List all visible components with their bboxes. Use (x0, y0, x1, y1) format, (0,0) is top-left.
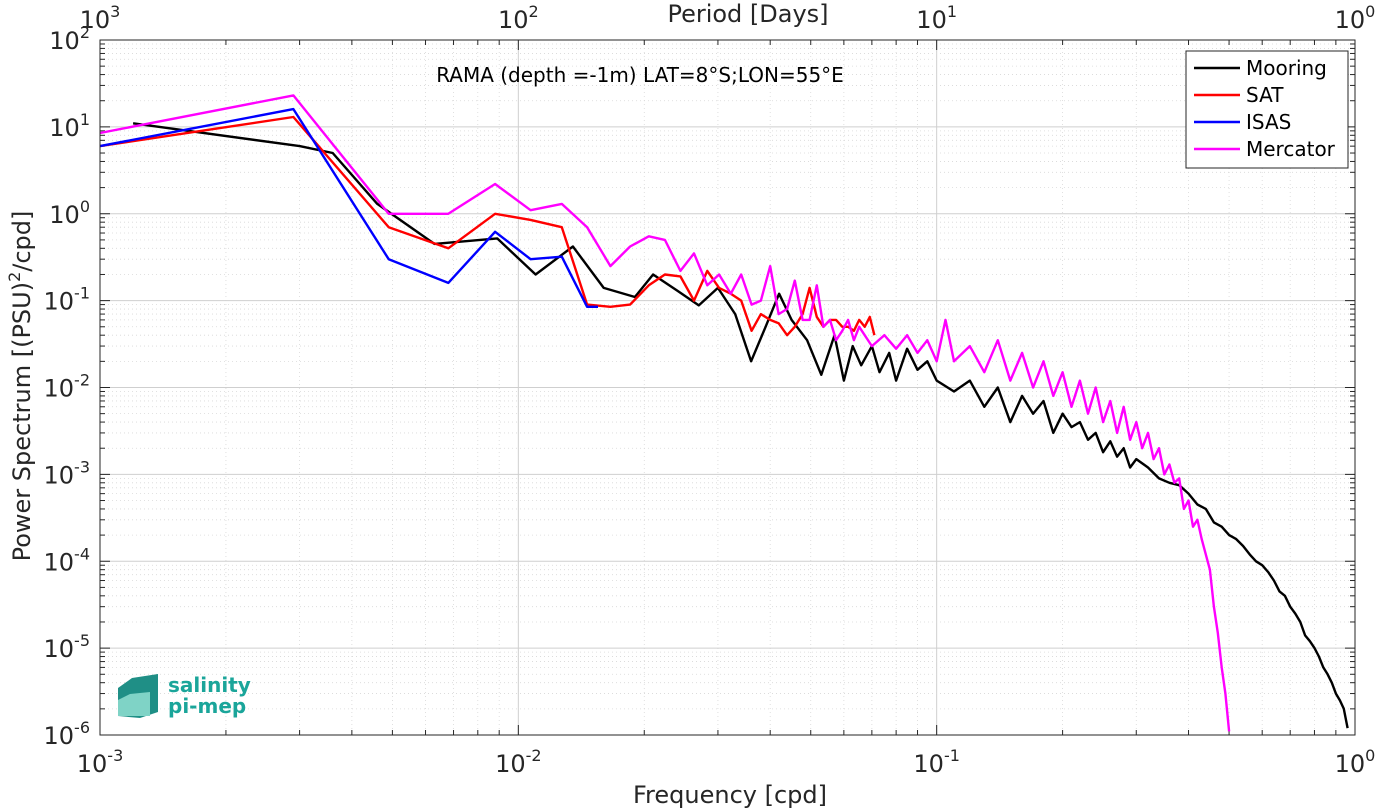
plot-frame (99, 39, 1356, 736)
x-tick-labels: 10-3 10-2 10-1 100 (77, 746, 1376, 778)
logo-wave-icon-light (118, 692, 150, 716)
series-line-isas (99, 107, 598, 308)
y-tick-label: 102 (49, 23, 90, 55)
y-tick-label: 10-4 (44, 544, 91, 576)
top-tick-label: 100 (1335, 2, 1376, 34)
x-tick-label: 10-2 (495, 746, 542, 778)
y-tick-label: 10-5 (44, 631, 91, 663)
x-tick-label: 100 (1335, 746, 1376, 778)
legend-label-mercator: Mercator (1246, 137, 1336, 161)
top-tick-label: 101 (916, 2, 957, 34)
y-tick-label: 10-1 (44, 284, 91, 316)
y-tick-label: 100 (49, 197, 90, 229)
series-line-mercator (99, 94, 1231, 732)
legend-label-isas: ISAS (1246, 110, 1291, 134)
salinity-pi-mep-logo: salinity pi-mep (118, 673, 251, 718)
x-axis-label: Frequency [cpd] (633, 781, 827, 809)
series-line-mooring (132, 122, 1349, 729)
top-tick-labels: 103 102 101 100 (80, 2, 1376, 34)
y-tick-label: 101 (49, 110, 90, 142)
y-tick-labels: 10-6 10-5 10-4 10-3 10-2 10-1 100 101 102 (44, 23, 91, 750)
x-tick-label: 10-1 (913, 746, 960, 778)
top-tick-label: 102 (498, 2, 539, 34)
top-axis-label: Period [Days] (667, 0, 828, 28)
chart-title: RAMA (depth =-1m) LAT=8°S;LON=55°E (436, 63, 844, 87)
legend-label-sat: SAT (1246, 83, 1284, 107)
logo-line1: salinity (168, 673, 251, 697)
legend-items: Mooring SAT ISAS Mercator (1194, 56, 1336, 161)
series-line-sat (99, 115, 876, 337)
series-lines (99, 94, 1349, 732)
x-tick-label: 10-3 (77, 746, 124, 778)
y-axis-label: Power Spectrum [(PSU)2/cpd] (5, 211, 36, 562)
y-tick-label: 10-6 (44, 718, 91, 750)
legend: Mooring SAT ISAS Mercator (1185, 50, 1349, 169)
logo-line2: pi-mep (168, 694, 246, 718)
legend-label-mooring: Mooring (1246, 56, 1327, 80)
y-tick-label: 10-2 (44, 371, 91, 403)
y-tick-label: 10-3 (44, 457, 91, 489)
top-tick-label: 103 (80, 2, 121, 34)
